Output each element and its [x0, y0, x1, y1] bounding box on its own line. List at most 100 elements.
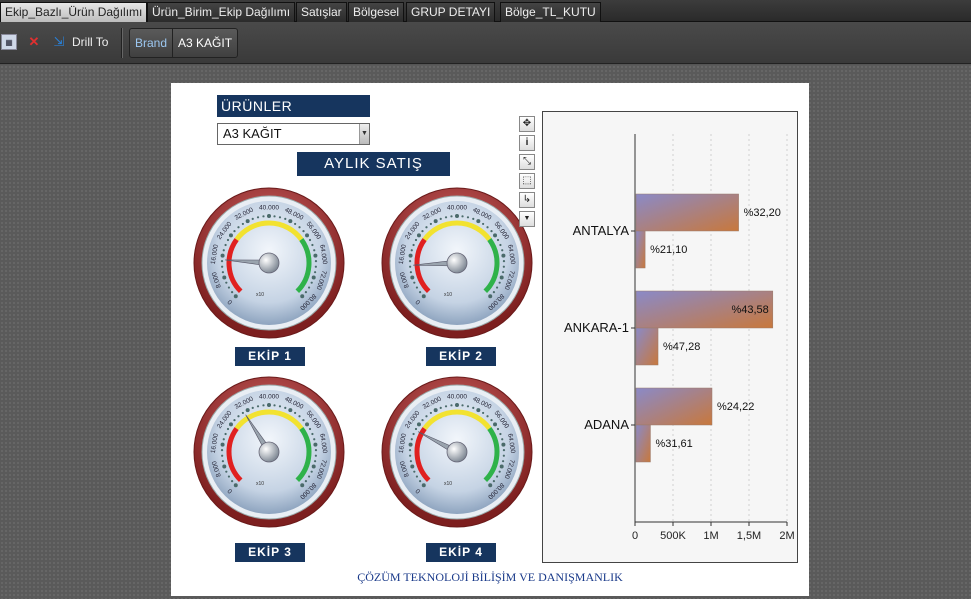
gauge-tick-label: 40.000 — [447, 205, 467, 212]
ekip-3-label: EKİP 3 — [235, 543, 305, 562]
gauge-tick — [308, 427, 312, 431]
gauge-tick — [273, 215, 276, 218]
product-select[interactable]: A3 KAĞIT ▼ — [217, 123, 370, 145]
breadcrumb-field[interactable]: Brand — [130, 29, 174, 57]
gauge-tick — [425, 415, 428, 418]
gauge-tick — [502, 449, 506, 452]
drill-down-icon[interactable]: ↳ — [519, 192, 535, 208]
tab-grup-detayi[interactable]: GRUP DETAYI — [406, 2, 496, 22]
gauge-tick — [311, 275, 316, 280]
gauge-multiplier: x10 — [444, 481, 452, 487]
close-icon[interactable]: ✕ — [28, 34, 40, 49]
gauge-tick-label: 16.000 — [398, 433, 408, 454]
gauge-tick — [288, 219, 293, 224]
breadcrumb-value[interactable]: A3 KAĞIT — [178, 36, 233, 50]
tab-bolgesel[interactable]: Bölgesel — [348, 2, 405, 22]
gauge-tick — [444, 405, 448, 408]
gauge-tick — [233, 294, 238, 299]
tab-bolge-tl-kutu[interactable]: Bölge_TL_KUTU — [500, 2, 601, 22]
gauge-tick — [308, 238, 312, 242]
info-icon[interactable]: i — [519, 135, 535, 151]
gauge-tick — [300, 294, 305, 299]
gauge-tick — [222, 464, 227, 469]
gauge-tick — [220, 253, 225, 258]
gauge-tick — [314, 260, 318, 263]
chart-xtick-label: 500K — [660, 530, 686, 542]
gauge-tick — [421, 294, 426, 299]
gauge-tick — [313, 249, 316, 252]
gauge-tick — [227, 475, 231, 478]
drill-icon[interactable]: ⇲ — [53, 34, 65, 49]
chevron-down-icon[interactable]: ▼ — [359, 124, 369, 144]
gauge-tick — [408, 442, 413, 447]
gauge-tick-label: 40.000 — [447, 394, 467, 401]
resize-icon[interactable]: ⤡ — [519, 154, 535, 170]
gauge-tick — [429, 411, 432, 415]
move-icon[interactable]: ✥ — [519, 116, 535, 132]
gauge-band-red — [226, 427, 243, 483]
gauge-tick — [222, 249, 225, 252]
drill-to-button[interactable]: Drill To — [72, 35, 109, 49]
gauge-tick — [313, 253, 318, 258]
chart-xtick-label: 0 — [632, 530, 638, 542]
gauge-tick — [433, 219, 438, 224]
products-title: ÜRÜNLER — [217, 95, 370, 117]
region-bar-chart-panel: 0 500K 1M 1,5M 2M ANTALYA %32,20 %21,10 ANKARA-1… — [542, 111, 798, 563]
gauge-tick — [256, 216, 260, 219]
tab-urun-birim-ekip-dagilimi[interactable]: Ürün_Birim_Ekip Dağılımı — [147, 2, 296, 22]
gauge-tick — [439, 217, 442, 221]
gauge-tick — [421, 418, 424, 422]
gauge-tick — [416, 422, 421, 427]
gauge-tick — [433, 408, 438, 413]
gauge-tick — [410, 438, 413, 441]
gauge-tick — [476, 219, 481, 224]
gauge-tick — [439, 406, 442, 410]
gauge-tick — [222, 438, 225, 441]
gauge-hub — [258, 441, 280, 463]
ekip-1-label: EKİP 1 — [235, 347, 305, 366]
gauge-tick — [314, 265, 317, 268]
tab-ekip-bazli-urun-dagilimi[interactable]: Ekip_Bazlı_Ürün Dağılımı — [0, 2, 148, 22]
select-icon[interactable]: ⬚ — [519, 173, 535, 189]
gauge-tick — [311, 243, 314, 247]
gauge-tick-label: 0 — [414, 487, 422, 495]
gauge-tick — [228, 233, 233, 238]
gauge-tick — [278, 405, 282, 408]
gauge-tick — [310, 470, 313, 473]
toolbar: ▦ ✕ ⇲ Drill To Brand A3 KAĞIT — [0, 22, 971, 64]
gauge-tick-label: 64.000 — [506, 433, 516, 454]
gauge-tick — [226, 238, 230, 242]
gauge-tick — [222, 275, 227, 280]
gauge-tick — [502, 454, 505, 457]
gauge-tick — [492, 479, 496, 483]
gauge-hub — [446, 441, 468, 463]
gauge-tick — [294, 222, 297, 226]
gauge-tick-label: 64.000 — [506, 244, 516, 265]
gauge-tick — [221, 454, 224, 457]
gauge-tick — [486, 415, 489, 418]
menu-arrow-icon[interactable]: ▼ — [519, 211, 535, 227]
gauge-tick — [486, 226, 489, 229]
gauge-tick — [493, 233, 498, 238]
gauge-tick — [307, 475, 311, 478]
gauge-tick — [288, 408, 293, 413]
gauge-tick — [496, 238, 500, 242]
gauge-tick — [476, 408, 481, 413]
gauge-tick — [409, 454, 412, 457]
gauge-tick — [429, 222, 432, 226]
tab-satislar[interactable]: Satışlar — [296, 2, 347, 22]
gauge-tick — [314, 449, 318, 452]
gauge-tick — [418, 479, 422, 483]
gauge-tick — [499, 275, 504, 280]
gauge-tick-label: 16.000 — [398, 244, 408, 265]
gauge-tick — [294, 411, 297, 415]
gauge-tick — [490, 229, 493, 233]
gauge-tick-label: 8.000 — [399, 271, 411, 289]
sheet-tab-bar: Ekip_Bazlı_Ürün Dağılımı Ürün_Birim_Ekip… — [0, 0, 971, 22]
grid-icon[interactable]: ▦ — [1, 34, 17, 50]
gauge-band-yellow — [234, 409, 304, 431]
gauge-tick — [499, 432, 502, 436]
gauge-tick — [256, 405, 260, 408]
gauge-tick — [262, 215, 265, 218]
